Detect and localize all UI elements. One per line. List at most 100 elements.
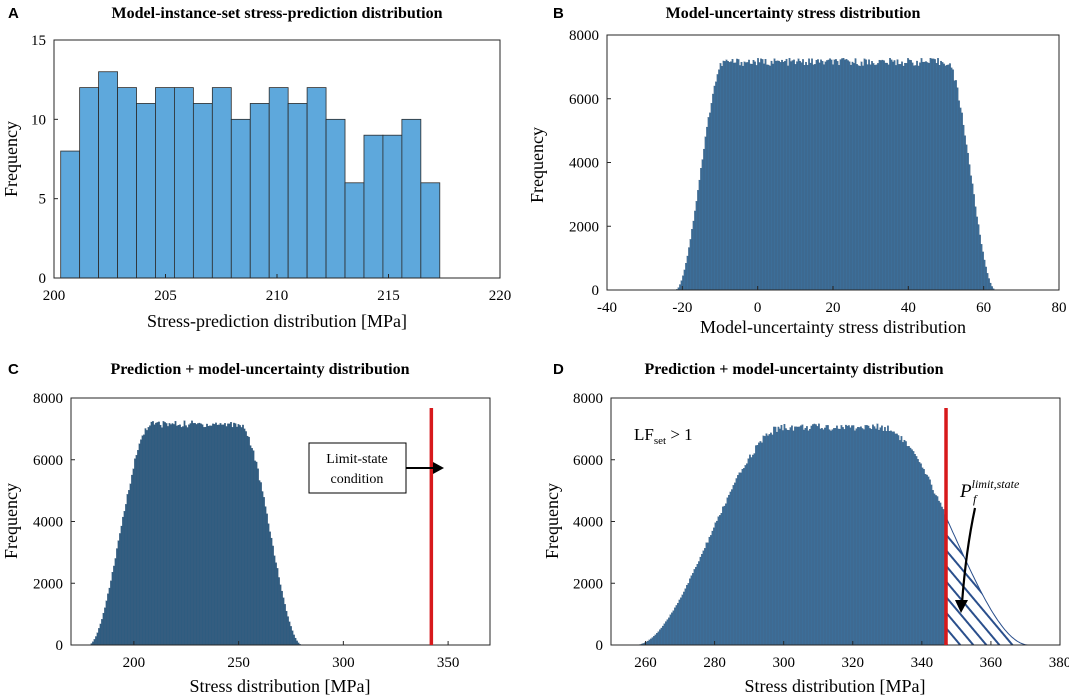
histogram-bar — [833, 59, 836, 291]
histogram-bar — [718, 69, 720, 291]
histogram-bar — [296, 640, 298, 646]
histogram-bar — [746, 463, 748, 646]
histogram-bar — [674, 607, 676, 646]
histogram-bar — [242, 424, 244, 646]
panel-c: C Prediction + model-uncertainty distrib… — [1, 361, 491, 696]
histogram-bar — [808, 58, 810, 291]
histogram-bar — [768, 434, 771, 646]
histogram-bar — [848, 425, 850, 646]
histogram-bar — [155, 87, 175, 279]
histogram-bar — [803, 64, 806, 291]
histogram-bar — [927, 476, 930, 646]
histogram-bar — [225, 426, 228, 646]
histogram-bar — [839, 428, 841, 646]
histogram-bar — [659, 629, 661, 646]
histogram-bar — [956, 87, 959, 291]
histogram-bar — [709, 112, 711, 291]
histogram-bar — [964, 135, 966, 291]
histogram-bar — [785, 58, 788, 291]
histogram-bar — [803, 429, 805, 646]
histogram-bar — [723, 505, 726, 646]
histogram-bar — [745, 62, 747, 291]
histogram-bar — [884, 62, 887, 291]
histogram-bar — [965, 144, 968, 291]
histogram-bar — [818, 423, 820, 646]
histogram-bar — [758, 442, 760, 646]
histogram-bar — [747, 458, 750, 646]
histogram-bar — [938, 500, 940, 646]
histogram-bar — [681, 594, 684, 646]
histogram-bar — [710, 103, 713, 291]
histogram-bar — [852, 425, 855, 646]
histogram-bar — [900, 436, 903, 646]
histogram-bar — [660, 627, 663, 646]
histogram-bar — [666, 619, 669, 646]
histogram-bar — [279, 584, 282, 646]
histogram-bar — [129, 483, 132, 646]
histogram-bar — [751, 63, 753, 291]
histogram-bar — [216, 424, 219, 646]
ytick-label: 5 — [39, 192, 47, 208]
histogram-bar — [171, 423, 174, 646]
histogram-bar — [989, 282, 992, 291]
histogram-bar — [880, 60, 882, 291]
histogram-bar — [125, 504, 127, 646]
histogram-bar — [874, 65, 876, 291]
histogram-bar — [716, 520, 718, 646]
histogram-bar — [656, 633, 658, 646]
histogram-bar — [727, 61, 729, 291]
histogram-bar — [806, 426, 808, 646]
histogram-bar — [790, 61, 792, 291]
histogram-bar — [267, 523, 270, 646]
histogram-bar — [761, 442, 763, 646]
histogram-bar — [144, 428, 147, 646]
histogram-bar — [926, 62, 929, 291]
histogram-bar — [207, 425, 210, 646]
histogram-bar — [240, 427, 243, 646]
ytick-label: 8000 — [573, 391, 603, 407]
histogram-bar — [701, 159, 704, 291]
histogram-bar — [699, 556, 702, 646]
histogram-bar — [877, 63, 879, 291]
histogram-bar — [912, 451, 915, 646]
histogram-bar — [760, 58, 762, 291]
panel-c-xlabel: Stress distribution [MPa] — [189, 676, 370, 696]
histogram-bar — [767, 64, 770, 291]
xtick-label: 220 — [489, 288, 512, 304]
histogram-bar — [700, 168, 702, 291]
histogram-bar — [761, 59, 764, 291]
histogram-bar — [857, 65, 860, 291]
histogram-bar — [219, 423, 222, 646]
histogram-bar — [833, 428, 835, 646]
histogram-bar — [736, 58, 738, 291]
histogram-bar — [878, 59, 881, 291]
histogram-bar — [941, 506, 943, 646]
panel-letter-b: B — [553, 5, 564, 22]
histogram-bar — [887, 64, 890, 291]
histogram-bar — [218, 424, 220, 646]
histogram-bar — [230, 422, 232, 646]
histogram-bar — [896, 59, 899, 291]
histogram-bar — [865, 59, 867, 291]
histogram-bar — [932, 490, 934, 646]
histogram-bar — [875, 64, 878, 291]
ytick-label: 0 — [39, 271, 47, 287]
histogram-bar — [231, 427, 234, 646]
histogram-bar — [213, 424, 216, 646]
ytick-label: 0 — [56, 638, 64, 654]
histogram-bar — [949, 63, 951, 291]
ytick-label: 2000 — [33, 576, 63, 592]
histogram-bar — [863, 58, 866, 291]
histogram-bar — [791, 60, 794, 291]
histogram-bar — [192, 103, 213, 279]
histogram-bar — [748, 59, 750, 291]
histogram-bar — [702, 550, 705, 646]
histogram-bar — [896, 433, 898, 646]
histogram-bar — [788, 58, 791, 291]
histogram-bar — [705, 542, 708, 646]
histogram-bar — [836, 61, 839, 291]
histogram-bar — [281, 590, 283, 646]
histogram-bar — [829, 58, 831, 291]
histogram-bar — [795, 426, 798, 646]
